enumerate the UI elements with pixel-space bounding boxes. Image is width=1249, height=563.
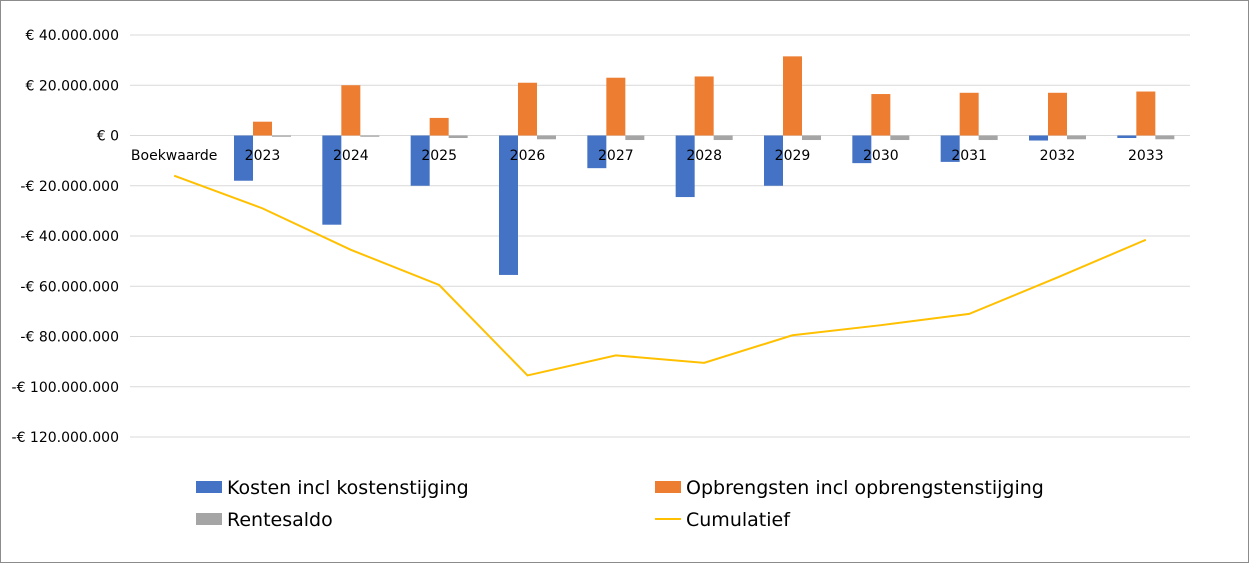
bar-kosten-2027	[587, 135, 607, 169]
x-tick-label: 2027	[598, 148, 634, 164]
y-tick-label: -€ 40.000.000	[20, 229, 119, 245]
bar-kosten-2026	[499, 135, 518, 275]
line-cumulatief	[173, 174, 1147, 377]
bar-kosten-2032	[1029, 135, 1048, 141]
x-tick-label: 2033	[1128, 148, 1164, 164]
bar-rentesaldo-2029	[802, 135, 821, 141]
bar-opbrengsten-2023	[253, 121, 272, 136]
y-tick-label: -€ 80.000.000	[20, 330, 119, 346]
y-tick-label: -€ 20.000.000	[20, 179, 119, 195]
bar-rentesaldo-2028	[713, 135, 733, 141]
bar-kosten-2033	[1117, 135, 1137, 139]
x-tick-label: 2028	[686, 148, 722, 164]
legend-swatch	[655, 481, 681, 493]
y-tick-label: -€ 60.000.000	[20, 279, 119, 295]
bar-kosten-2023	[234, 135, 253, 181]
bar-opbrengsten-2028	[694, 76, 714, 136]
bar-opbrengsten-2027	[606, 77, 626, 136]
bar-opbrengsten-2025	[429, 117, 449, 136]
bar-kosten-2029	[764, 135, 783, 186]
bar-rentesaldo-2033	[1155, 135, 1175, 140]
x-tick-label: 2026	[510, 148, 546, 164]
bar-kosten-2028	[675, 135, 695, 198]
bar-rentesaldo-2023	[272, 135, 291, 137]
x-tick-label: 2023	[245, 148, 281, 164]
bar-rentesaldo-2030	[890, 135, 910, 141]
x-tick-label: 2029	[775, 148, 811, 164]
bar-rentesaldo-2031	[978, 135, 998, 141]
legend-swatch	[196, 513, 222, 525]
x-tick-label: 2031	[951, 148, 987, 164]
legend-label: Kosten incl kostenstijging	[227, 477, 469, 499]
x-tick-label: 2032	[1040, 148, 1076, 164]
legend-label: Cumulatief	[686, 509, 791, 531]
y-tick-label: -€ 100.000.000	[12, 380, 119, 396]
bar-opbrengsten-2026	[518, 82, 537, 136]
bar-rentesaldo-2032	[1067, 135, 1086, 140]
bar-rentesaldo-2026	[537, 135, 556, 140]
bar-opbrengsten-2030	[871, 94, 891, 136]
bar-opbrengsten-2032	[1048, 92, 1067, 136]
bar-kosten-2030	[852, 135, 872, 164]
bar-kosten-2031	[940, 135, 960, 162]
x-tick-label: 2025	[421, 148, 457, 164]
y-tick-label: € 20.000.000	[25, 78, 119, 94]
x-tick-label: Boekwaarde	[131, 148, 218, 164]
bar-opbrengsten-2024	[341, 85, 361, 136]
legend-label: Rentesaldo	[227, 509, 333, 531]
bar-kosten-2025	[410, 135, 430, 186]
legend-label: Opbrengsten incl opbrengstenstijging	[686, 477, 1044, 499]
legend-swatch	[196, 481, 222, 493]
y-tick-label: € 40.000.000	[25, 28, 119, 44]
bar-rentesaldo-2025	[448, 135, 468, 139]
y-tick-label: -€ 120.000.000	[12, 430, 119, 446]
x-tick-label: 2030	[863, 148, 899, 164]
bar-rentesaldo-2027	[625, 135, 645, 141]
bar-kosten-2024	[322, 135, 342, 225]
y-tick-label: € 0	[97, 129, 119, 145]
bar-opbrengsten-2033	[1136, 91, 1156, 136]
bar-opbrengsten-2031	[959, 92, 979, 136]
bar-opbrengsten-2029	[783, 56, 802, 136]
bar-rentesaldo-2024	[360, 135, 380, 137]
x-tick-label: 2024	[333, 148, 369, 164]
